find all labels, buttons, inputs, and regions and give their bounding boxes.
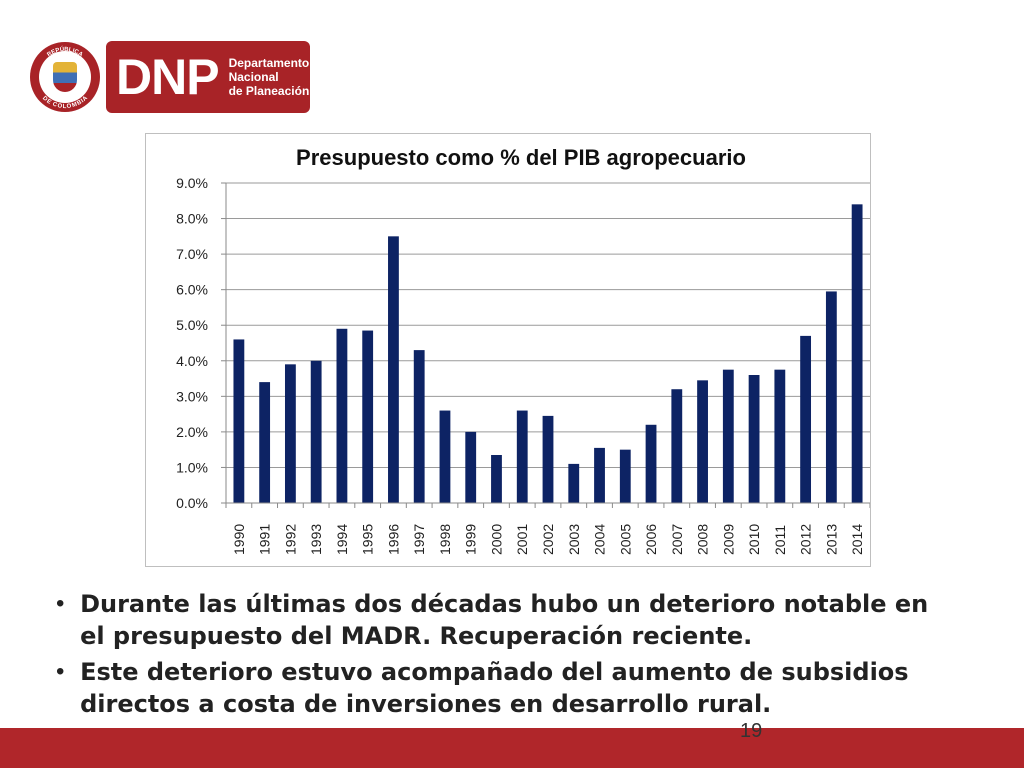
footer-bar <box>0 728 1024 768</box>
chart-title: Presupuesto como % del PIB agropecuario <box>296 145 746 170</box>
x-tick-label: 1995 <box>360 524 376 555</box>
bar <box>594 447 605 503</box>
x-tick-label: 1994 <box>334 524 350 555</box>
bar <box>825 291 837 503</box>
x-tick-label: 1996 <box>385 524 401 555</box>
x-tick-label: 2006 <box>643 524 659 555</box>
bar <box>800 335 812 503</box>
x-tick-label: 2005 <box>617 524 633 555</box>
x-tick-label: 2004 <box>592 524 608 555</box>
y-tick-label: 1.0% <box>176 459 208 475</box>
y-tick-label: 0.0% <box>176 495 208 511</box>
y-tick-label: 8.0% <box>176 211 208 227</box>
x-tick-label: 2013 <box>823 524 839 555</box>
x-tick-label: 2012 <box>798 524 814 555</box>
y-tick-label: 7.0% <box>176 246 208 262</box>
bullet-item: • Durante las últimas dos décadas hubo u… <box>56 588 956 652</box>
chart-canvas: Presupuesto como % del PIB agropecuario … <box>176 145 870 555</box>
y-tick-label: 2.0% <box>176 424 208 440</box>
bar <box>233 339 245 503</box>
x-tick-label: 2003 <box>566 524 582 555</box>
bullet-text: Este deterioro estuvo acompañado del aum… <box>80 658 909 718</box>
bar <box>774 369 786 503</box>
bar <box>645 424 657 503</box>
bullet-text: Durante las últimas dos décadas hubo un … <box>80 590 929 650</box>
bar <box>310 360 322 503</box>
y-tick-label: 5.0% <box>176 317 208 333</box>
brand-subtitle: Departamento Nacional de Planeación <box>228 56 310 98</box>
bar <box>851 204 863 503</box>
x-tick-label: 2010 <box>746 524 762 555</box>
x-tick-label: 1998 <box>437 524 453 555</box>
bar <box>413 350 425 503</box>
bar <box>388 236 399 503</box>
brand-name: DNP <box>116 49 220 105</box>
bullet-symbol: • <box>56 658 65 685</box>
y-tick-label: 6.0% <box>176 282 208 298</box>
x-tick-label: 1991 <box>257 524 273 555</box>
svg-text:REPÚBLICA: REPÚBLICA <box>46 46 84 59</box>
bar <box>542 415 554 503</box>
page-number: 19 <box>740 720 763 742</box>
x-tick-label: 2011 <box>772 525 788 555</box>
bar <box>491 455 502 503</box>
x-tick-label: 2009 <box>720 524 736 555</box>
colombia-seal-icon: REPÚBLICA DE COLOMBIA <box>30 42 100 112</box>
x-tick-label: 1997 <box>411 524 427 555</box>
budget-chart: Presupuesto como % del PIB agropecuario … <box>145 133 871 567</box>
x-tick-label: 2014 <box>849 524 865 555</box>
bullet-item: • Este deterioro estuvo acompañado del a… <box>56 656 956 720</box>
x-tick-label: 2000 <box>488 524 504 555</box>
x-tick-label: 1990 <box>231 524 247 555</box>
bar <box>465 431 477 503</box>
dnp-logo: REPÚBLICA DE COLOMBIA DNP Departamento N… <box>30 41 312 113</box>
bar <box>722 369 734 503</box>
y-tick-label: 4.0% <box>176 353 208 369</box>
bullet-list: • Durante las últimas dos décadas hubo u… <box>56 588 956 724</box>
svg-text:DE COLOMBIA: DE COLOMBIA <box>41 95 89 110</box>
x-tick-label: 2007 <box>669 524 685 555</box>
bar <box>697 380 708 503</box>
y-tick-label: 3.0% <box>176 388 208 404</box>
bar <box>362 330 374 503</box>
bullet-symbol: • <box>56 590 65 617</box>
bar <box>516 410 528 503</box>
bar <box>748 375 760 503</box>
bar <box>259 382 271 503</box>
dnp-brand: DNP Departamento Nacional de Planeación <box>106 41 310 113</box>
bar <box>439 410 451 503</box>
x-tick-label: 1999 <box>463 524 479 555</box>
y-tick-label: 9.0% <box>176 175 208 191</box>
x-tick-label: 2008 <box>695 524 711 555</box>
bar <box>619 449 631 503</box>
bar <box>671 389 683 503</box>
x-tick-label: 2002 <box>540 524 556 555</box>
bar <box>568 463 580 503</box>
x-tick-label: 2001 <box>514 524 530 555</box>
bar <box>336 328 348 503</box>
x-tick-label: 1993 <box>308 524 324 555</box>
x-tick-label: 1992 <box>282 524 298 555</box>
bar <box>284 364 296 503</box>
